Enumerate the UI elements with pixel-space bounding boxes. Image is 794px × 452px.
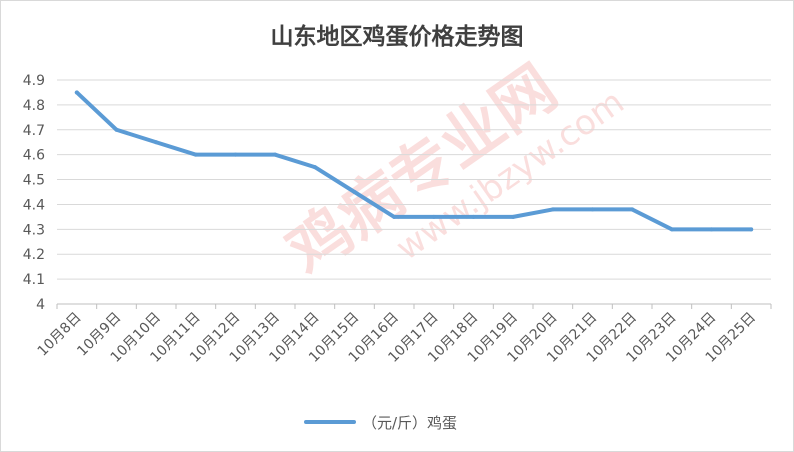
data-point[interactable] — [114, 127, 119, 132]
data-point[interactable] — [74, 90, 79, 95]
watermark: 鸡病专业网 www.jbzyw.com — [274, 51, 632, 289]
data-point[interactable] — [511, 214, 516, 219]
data-point[interactable] — [154, 140, 159, 145]
y-tick-label: 4.9 — [23, 73, 45, 89]
data-point[interactable] — [590, 207, 595, 212]
series-line[interactable] — [74, 90, 754, 232]
y-tick-label: 4.4 — [23, 197, 45, 213]
data-point[interactable] — [392, 214, 397, 219]
y-tick-label: 4.3 — [23, 222, 45, 238]
legend[interactable]: （元/斤）鸡蛋 — [304, 414, 457, 432]
y-tick-label: 4.7 — [23, 123, 45, 139]
legend-label: （元/斤）鸡蛋 — [362, 414, 457, 432]
y-axis: 4 4.1 4.2 4.3 4.4 4.5 4.6 4.7 4.8 4.9 — [23, 73, 45, 313]
x-axis: 10月8日10月9日10月10日10月11日10月12日10月13日10月14日… — [35, 304, 772, 366]
data-point[interactable] — [709, 227, 714, 232]
y-tick-label: 4 — [36, 297, 45, 313]
data-point[interactable] — [550, 207, 555, 212]
data-point[interactable] — [471, 214, 476, 219]
data-point[interactable] — [233, 152, 238, 157]
data-point[interactable] — [273, 152, 278, 157]
series-layer — [74, 90, 754, 232]
data-point[interactable] — [749, 227, 754, 232]
y-tick-label: 4.6 — [23, 148, 45, 164]
data-point[interactable] — [431, 214, 436, 219]
chart-title: 山东地区鸡蛋价格走势图 — [271, 23, 524, 50]
y-tick-label: 4.5 — [23, 173, 45, 189]
data-point[interactable] — [669, 227, 674, 232]
data-point[interactable] — [352, 190, 357, 194]
data-point[interactable] — [193, 152, 198, 157]
data-point[interactable] — [630, 207, 635, 212]
y-tick-label: 4.2 — [23, 247, 45, 263]
data-point[interactable] — [312, 165, 317, 170]
y-tick-label: 4.1 — [23, 272, 45, 288]
y-tick-label: 4.8 — [23, 98, 45, 114]
